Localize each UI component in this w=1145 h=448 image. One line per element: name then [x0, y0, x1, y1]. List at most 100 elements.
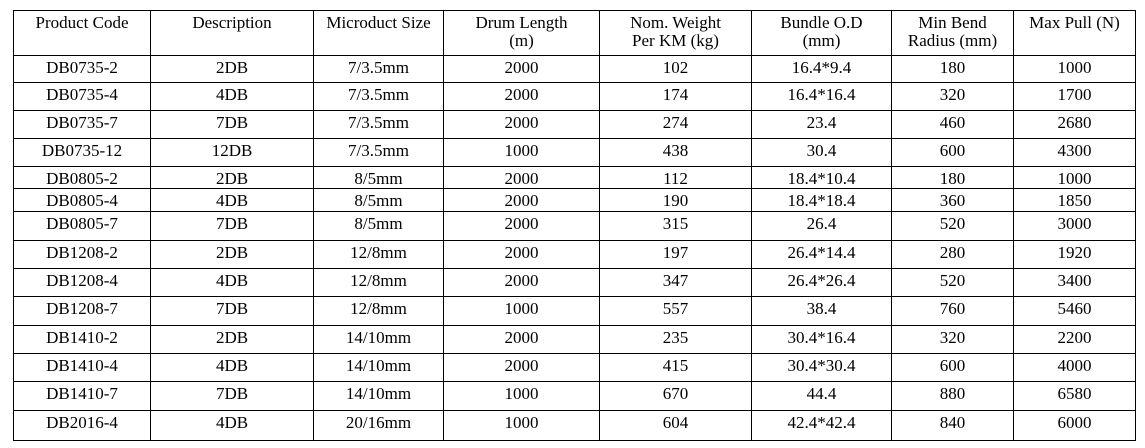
- header-text: Microduct Size: [326, 13, 431, 32]
- table-cell: 8/5mm: [313, 166, 444, 189]
- table-cell: 4300: [1013, 138, 1136, 167]
- header-cell: Product Code: [13, 10, 151, 56]
- table-cell: 30.4*16.4: [751, 325, 892, 354]
- header-cell: Microduct Size: [313, 10, 444, 56]
- header-text: Radius (mm): [907, 31, 998, 50]
- table-cell: 600: [891, 353, 1014, 382]
- table-cell: DB1410-7: [13, 381, 151, 411]
- table-row: DB0735-7 7DB 7/3.5mm 2000 274 23.4 460 2680: [13, 110, 1136, 139]
- table-cell: 26.4*14.4: [751, 240, 892, 269]
- table-cell: 174: [599, 82, 752, 111]
- table-cell: 4DB: [150, 82, 314, 111]
- header-cell: Max Pull (N): [1013, 10, 1136, 56]
- table-cell: 1000: [443, 296, 600, 326]
- table-cell: 320: [891, 325, 1014, 354]
- table-cell: 320: [891, 82, 1014, 111]
- table-cell: 2000: [443, 325, 600, 354]
- header-text: Drum Length: [475, 13, 568, 32]
- table-cell: 102: [599, 55, 752, 83]
- header-text: (m): [509, 31, 534, 50]
- table-cell: DB1410-2: [13, 325, 151, 354]
- table-cell: 670: [599, 381, 752, 411]
- table-cell: 2000: [443, 188, 600, 212]
- table-cell: 315: [599, 211, 752, 241]
- table-cell: 2000: [443, 240, 600, 269]
- table-cell: 44.4: [751, 381, 892, 411]
- header-text: Description: [192, 13, 272, 32]
- table-cell: 18.4*10.4: [751, 166, 892, 189]
- table-row: DB0735-2 2DB 7/3.5mm 2000 102 16.4*9.4 180 1000: [13, 55, 1136, 83]
- table-row: DB1208-2 2DB 12/8mm 2000 197 26.4*14.4 280 1920: [13, 240, 1136, 269]
- table-cell: 26.4: [751, 211, 892, 241]
- table-cell: 4000: [1013, 353, 1136, 382]
- table-row: DB2016-4 4DB 20/16mm 1000 604 42.4*42.4 840 600…: [13, 410, 1136, 441]
- table-cell: 415: [599, 353, 752, 382]
- table-cell: 460: [891, 110, 1014, 139]
- table-row: DB0805-7 7DB 8/5mm 2000 315 26.4 520 3000: [13, 211, 1136, 241]
- table-row: DB0805-2 2DB 8/5mm 2000 112 18.4*10.4 180 1000: [13, 166, 1136, 189]
- table-cell: 1700: [1013, 82, 1136, 111]
- header-text: Per KM (kg): [632, 31, 719, 50]
- table-cell: 1000: [1013, 166, 1136, 189]
- table-cell: DB2016-4: [13, 410, 151, 441]
- table-cell: 604: [599, 410, 752, 441]
- table-cell: 16.4*9.4: [751, 55, 892, 83]
- table-cell: 12DB: [150, 138, 314, 167]
- table-row: DB0735-4 4DB 7/3.5mm 2000 174 16.4*16.4 320 170…: [13, 82, 1136, 111]
- table-cell: 6580: [1013, 381, 1136, 411]
- header-cell: Bundle O.D (mm): [751, 10, 892, 56]
- table-cell: 360: [891, 188, 1014, 212]
- table-cell: 30.4: [751, 138, 892, 167]
- header-text: Nom. Weight: [630, 13, 721, 32]
- table-cell: 1000: [443, 138, 600, 167]
- table-row: DB1410-4 4DB 14/10mm 2000 415 30.4*30.4 600 400…: [13, 353, 1136, 382]
- table-cell: 14/10mm: [313, 353, 444, 382]
- table-cell: 197: [599, 240, 752, 269]
- header-row: Product Code Description Microduct Size Dru…: [13, 10, 1136, 56]
- table-cell: 347: [599, 268, 752, 297]
- table-cell: 1000: [1013, 55, 1136, 83]
- table-cell: 16.4*16.4: [751, 82, 892, 111]
- table-cell: 2000: [443, 55, 600, 83]
- header-text: (mm): [802, 31, 841, 50]
- table-row: DB1410-2 2DB 14/10mm 2000 235 30.4*16.4 320 220…: [13, 325, 1136, 354]
- table-cell: 30.4*30.4: [751, 353, 892, 382]
- table-cell: DB1410-4: [13, 353, 151, 382]
- table-cell: DB0735-4: [13, 82, 151, 111]
- table-cell: 7/3.5mm: [313, 82, 444, 111]
- table-cell: 1920: [1013, 240, 1136, 269]
- table-cell: 4DB: [150, 353, 314, 382]
- header-text: Bundle O.D: [780, 13, 863, 32]
- table-row: DB1208-7 7DB 12/8mm 1000 557 38.4 760 5460: [13, 296, 1136, 326]
- table-cell: 2DB: [150, 166, 314, 189]
- table-cell: 2000: [443, 268, 600, 297]
- table-cell: 20/16mm: [313, 410, 444, 441]
- table-cell: 23.4: [751, 110, 892, 139]
- table-cell: 520: [891, 211, 1014, 241]
- table-cell: DB1208-2: [13, 240, 151, 269]
- spec-table: Product Code Description Microduct Size Dru…: [13, 10, 1136, 441]
- table-cell: 180: [891, 166, 1014, 189]
- header-cell: Min Bend Radius (mm): [891, 10, 1014, 56]
- table-cell: 190: [599, 188, 752, 212]
- header-cell: Description: [150, 10, 314, 56]
- table-cell: 760: [891, 296, 1014, 326]
- table-cell: DB0805-7: [13, 211, 151, 241]
- table-cell: 2000: [443, 211, 600, 241]
- table-row: DB1410-7 7DB 14/10mm 1000 670 44.4 880 6580: [13, 381, 1136, 411]
- table-cell: 112: [599, 166, 752, 189]
- table-cell: 12/8mm: [313, 296, 444, 326]
- table-cell: 840: [891, 410, 1014, 441]
- table-cell: DB0805-2: [13, 166, 151, 189]
- table-cell: 880: [891, 381, 1014, 411]
- table-cell: 6000: [1013, 410, 1136, 441]
- table-cell: 5460: [1013, 296, 1136, 326]
- table-cell: DB1208-7: [13, 296, 151, 326]
- table-cell: 7/3.5mm: [313, 138, 444, 167]
- table-cell: 180: [891, 55, 1014, 83]
- table-cell: 12/8mm: [313, 240, 444, 269]
- table-cell: 2000: [443, 82, 600, 111]
- table-cell: 14/10mm: [313, 325, 444, 354]
- header-text: Min Bend: [918, 13, 987, 32]
